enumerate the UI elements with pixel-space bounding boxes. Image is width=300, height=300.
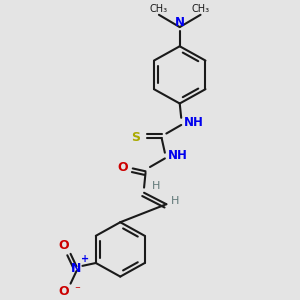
Text: O: O [58, 239, 69, 252]
Text: ⁻: ⁻ [74, 285, 80, 295]
Text: O: O [58, 285, 69, 298]
Text: NH: NH [168, 149, 188, 162]
Text: N: N [71, 262, 82, 275]
Text: O: O [117, 160, 128, 173]
Text: N: N [175, 16, 185, 29]
Text: CH₃: CH₃ [150, 4, 168, 14]
Text: CH₃: CH₃ [191, 4, 210, 14]
Text: S: S [131, 131, 140, 144]
Text: NH: NH [184, 116, 204, 129]
Text: H: H [171, 196, 179, 206]
Text: H: H [152, 181, 160, 190]
Text: +: + [81, 254, 89, 264]
